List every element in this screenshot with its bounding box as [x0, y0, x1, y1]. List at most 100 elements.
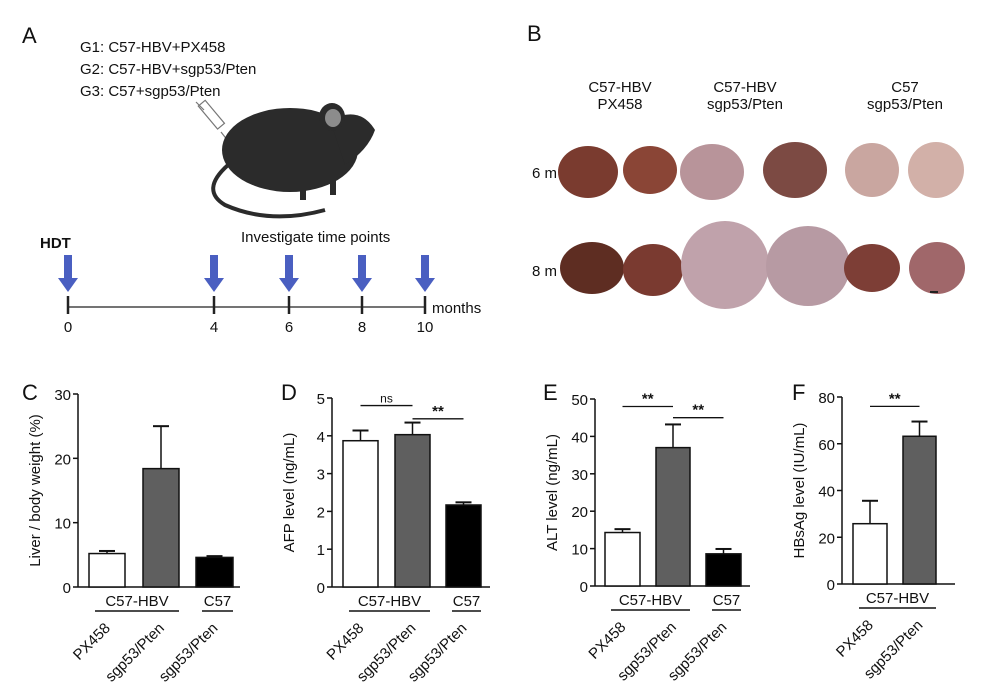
- liver-image: [680, 144, 744, 200]
- liver-image: [766, 226, 850, 306]
- panel-label-b: B: [527, 21, 542, 46]
- bar: [445, 504, 482, 588]
- y-tick-label: 50: [571, 392, 588, 409]
- y-tick-label: 10: [54, 516, 71, 533]
- bar: [394, 433, 431, 588]
- group-label: C57: [204, 593, 232, 610]
- y-axis-label: AFP level (ng/mL): [281, 433, 298, 553]
- panel-label-c: C: [22, 380, 38, 405]
- group-label: C57-HBV: [358, 593, 421, 610]
- significance-label: ns: [380, 392, 393, 406]
- arrow-down-icon: [58, 278, 78, 292]
- timeline-label: 0: [64, 319, 72, 336]
- significance-label: **: [692, 402, 704, 419]
- bar: [655, 446, 691, 587]
- timeline-title: Investigate time points: [241, 229, 390, 246]
- arrow-down-icon: [285, 255, 293, 279]
- column-header-1-line2: PX458: [597, 96, 642, 113]
- liver-image: [558, 146, 618, 198]
- y-tick-label: 0: [580, 579, 588, 596]
- column-header-1-line1: C57-HBV: [588, 79, 651, 96]
- bar: [142, 467, 180, 588]
- arrow-down-icon: [279, 278, 299, 292]
- arrow-down-icon: [204, 278, 224, 292]
- x-tick-label: PX458: [585, 619, 629, 663]
- row-label-8m: 8 m: [532, 263, 557, 280]
- y-tick-label: 20: [54, 451, 71, 468]
- y-tick-label: 3: [317, 467, 325, 484]
- group-label: C57-HBV: [619, 592, 682, 609]
- timeline-label: 6: [285, 319, 293, 336]
- y-tick-label: 30: [54, 387, 71, 404]
- y-tick-label: 40: [571, 429, 588, 446]
- timeline-label: 10: [417, 319, 434, 336]
- group-label: C57: [453, 593, 481, 610]
- bar: [902, 435, 937, 585]
- y-tick-label: 20: [818, 530, 835, 547]
- x-tick-label: PX458: [70, 620, 114, 664]
- timeline-label: 4: [210, 319, 218, 336]
- group-label-g1: G1: C57-HBV+PX458: [80, 39, 226, 56]
- significance-label: **: [889, 390, 901, 407]
- panel-label-e: E: [543, 380, 558, 405]
- liver-image: [623, 146, 677, 194]
- liver-image: [844, 244, 900, 292]
- y-tick-label: 80: [818, 390, 835, 407]
- y-tick-label: 4: [317, 429, 325, 446]
- bar: [88, 552, 126, 588]
- panel-a: G1: C57-HBV+PX458 G2: C57-HBV+sgp53/Pten…: [40, 39, 481, 336]
- column-header-3-line2: sgp53/Pten: [867, 96, 943, 113]
- liver-image: [763, 142, 827, 198]
- y-axis-label: Liver / body weight (%): [27, 414, 44, 567]
- y-tick-label: 2: [317, 504, 325, 521]
- y-tick-label: 30: [571, 467, 588, 484]
- y-tick-label: 10: [571, 542, 588, 559]
- arrow-down-icon: [352, 278, 372, 292]
- group-label-g2: G2: C57-HBV+sgp53/Pten: [80, 61, 256, 78]
- significance-label: **: [432, 403, 444, 420]
- arrow-down-icon: [210, 255, 218, 279]
- liver-image: [623, 244, 683, 296]
- row-label-6m: 6 m: [532, 165, 557, 182]
- bar: [195, 556, 234, 588]
- panel-label-f: F: [792, 380, 805, 405]
- timeline-label: 8: [358, 319, 366, 336]
- group-label: C57-HBV: [105, 593, 168, 610]
- y-axis-label: HBsAg level (IU/mL): [791, 423, 808, 559]
- hdt-label: HDT: [40, 235, 71, 252]
- timeline: 0 4 6 8 10: [58, 255, 435, 336]
- arrow-down-icon: [358, 255, 366, 279]
- y-tick-label: 40: [818, 484, 835, 501]
- liver-image: [560, 242, 624, 294]
- y-tick-label: 0: [827, 577, 835, 594]
- y-tick-label: 0: [63, 580, 71, 597]
- bar: [852, 522, 888, 585]
- liver-image: [908, 142, 964, 198]
- y-axis-label: ALT level (ng/mL): [544, 434, 561, 551]
- group-label-g3: G3: C57+sgp53/Pten: [80, 83, 221, 100]
- arrow-down-icon: [64, 255, 72, 279]
- y-tick-label: 60: [818, 437, 835, 454]
- x-tick-label: PX458: [833, 617, 877, 661]
- bar: [342, 439, 379, 588]
- bar: [604, 531, 641, 587]
- column-header-3-line1: C57: [891, 79, 919, 96]
- panel-b: C57-HBV PX458 C57-HBV sgp53/Pten C57 sgp…: [532, 79, 965, 309]
- liver-photos: [558, 142, 965, 309]
- y-tick-label: 5: [317, 391, 325, 408]
- bar: [705, 553, 742, 587]
- column-header-2-line1: C57-HBV: [713, 79, 776, 96]
- group-label: C57: [713, 592, 741, 609]
- group-label: C57-HBV: [866, 590, 929, 607]
- liver-image: [909, 242, 965, 294]
- y-tick-label: 20: [571, 504, 588, 521]
- liver-image: [681, 221, 769, 309]
- mouse-icon: [211, 103, 375, 219]
- liver-image: [845, 143, 899, 197]
- significance-label: **: [642, 390, 654, 407]
- y-tick-label: 1: [317, 542, 325, 559]
